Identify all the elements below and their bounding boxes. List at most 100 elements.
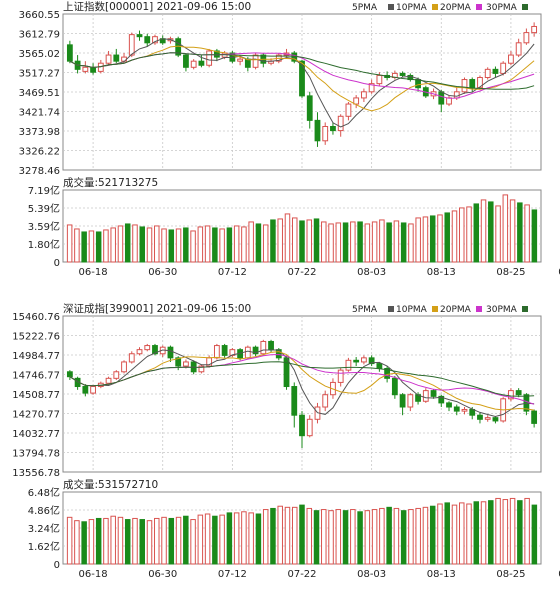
legend-label-0-3: 30PMA — [486, 3, 518, 13]
volume-bar-1-38 — [342, 510, 349, 565]
candle-body-0-18 — [206, 50, 213, 66]
candle-body-1-35 — [337, 369, 344, 383]
candle-body-0-10 — [144, 36, 151, 44]
volume-bar-0-30 — [284, 213, 291, 263]
volume-bar-0-5 — [103, 229, 109, 263]
volume-bar-0-60 — [502, 194, 509, 263]
volume-bar-0-13 — [161, 228, 167, 263]
candle-body-1-49 — [446, 402, 452, 408]
y-tick-label-1-6: 14032.77 — [12, 429, 60, 440]
volume-bar-0-9 — [132, 224, 138, 263]
volume-bar-0-7 — [117, 225, 124, 263]
volume-bar-1-17 — [190, 519, 196, 565]
volume-bar-1-26 — [255, 513, 262, 565]
candle-body-0-17 — [198, 60, 205, 66]
candle-body-0-49 — [446, 97, 452, 105]
volume-bar-0-61 — [509, 199, 516, 263]
y-tick-label-0-7: 3326.22 — [19, 147, 60, 158]
candle-body-1-11 — [152, 345, 158, 355]
volume-y-tick-1-4: 0 — [54, 560, 60, 571]
volume-bar-1-10 — [139, 519, 145, 565]
candle-body-1-10 — [144, 345, 151, 351]
volume-bar-0-46 — [400, 222, 407, 263]
volume-y-tick-0-4: 0 — [54, 258, 60, 269]
candle-body-0-0 — [66, 44, 73, 62]
candle-body-1-60 — [531, 410, 538, 424]
legend-label-0-2: 20PMA — [440, 3, 472, 13]
candle-body-0-16 — [190, 60, 197, 68]
volume-bar-0-4 — [95, 231, 102, 263]
y-tick-label-1-4: 14508.77 — [12, 390, 60, 401]
y-tick-label-0-3: 3517.27 — [19, 69, 60, 80]
candle-body-1-14 — [175, 357, 182, 367]
volume-bar-1-34 — [313, 510, 320, 565]
volume-bar-0-3 — [88, 230, 95, 263]
volume-bar-0-53 — [451, 210, 458, 263]
volume-bar-1-63 — [524, 497, 530, 565]
volume-bar-1-1 — [74, 520, 80, 565]
x-tick-label-0-7: 09-06 — [558, 267, 560, 278]
x-tick-label-1-7: 09-06 — [558, 569, 560, 580]
candle-body-1-31 — [306, 418, 313, 437]
volume-bar-0-25 — [248, 221, 254, 263]
candle-body-0-51 — [461, 79, 468, 93]
volume-bar-0-34 — [313, 218, 320, 263]
volume-bar-1-33 — [306, 507, 313, 565]
volume-bar-1-57 — [480, 501, 487, 565]
candle-body-1-6 — [113, 371, 120, 379]
y-tick-label-0-1: 3612.79 — [19, 30, 60, 41]
candle-body-1-2 — [82, 386, 89, 394]
volume-bar-0-6 — [110, 227, 116, 263]
volume-bar-0-50 — [429, 215, 436, 263]
volume-bar-0-12 — [154, 225, 160, 263]
volume-bar-0-43 — [379, 219, 385, 263]
volume-bar-0-59 — [495, 205, 501, 263]
candle-body-1-27 — [275, 349, 282, 359]
candle-body-1-15 — [183, 361, 189, 367]
volume-bar-0-21 — [219, 228, 225, 263]
volume-bar-0-39 — [350, 221, 356, 263]
candle-body-0-58 — [515, 42, 522, 56]
candle-body-0-52 — [469, 79, 476, 89]
y-tick-label-0-6: 3373.98 — [19, 127, 60, 138]
candle-body-1-30 — [299, 414, 305, 437]
volume-bar-0-64 — [531, 209, 538, 263]
candle-body-0-43 — [399, 72, 406, 76]
candle-body-0-55 — [492, 68, 499, 74]
volume-bar-0-24 — [241, 226, 247, 263]
volume-bar-1-15 — [175, 516, 182, 565]
candle-body-0-8 — [128, 34, 135, 56]
candle-body-0-45 — [415, 79, 421, 89]
volume-bar-1-13 — [161, 516, 167, 565]
volume-bar-0-10 — [139, 226, 145, 263]
volume-bar-1-3 — [88, 519, 95, 565]
volume-bar-0-44 — [386, 222, 392, 263]
volume-bar-1-58 — [488, 500, 494, 565]
ma-line-0-30 — [69, 52, 535, 90]
volume-bar-1-9 — [132, 517, 138, 565]
x-tick-label-0-0: 06-18 — [79, 267, 108, 278]
candle-body-1-53 — [477, 414, 483, 420]
y-tick-label-1-8: 13556.78 — [12, 468, 60, 479]
volume-bar-1-64 — [531, 504, 538, 565]
volume-bar-1-46 — [400, 510, 407, 565]
volume-bar-0-48 — [415, 217, 421, 263]
candle-body-0-57 — [508, 54, 514, 64]
volume-bar-0-28 — [270, 219, 276, 263]
volume-bar-0-55 — [466, 206, 472, 263]
x-tick-label-1-0: 06-18 — [79, 569, 108, 580]
volume-bar-1-19 — [204, 513, 211, 565]
volume-bar-0-58 — [488, 201, 494, 263]
candle-body-0-40 — [376, 74, 383, 85]
volume-bar-0-29 — [277, 218, 283, 263]
candle-body-0-39 — [368, 83, 375, 93]
legend-label-1-3: 30PMA — [486, 305, 518, 315]
volume-bar-0-49 — [422, 216, 429, 263]
candle-body-1-33 — [322, 394, 329, 408]
volume-bar-1-2 — [81, 521, 87, 565]
volume-bar-0-51 — [437, 214, 443, 263]
volume-bar-1-49 — [422, 506, 429, 565]
candle-body-0-23 — [244, 58, 251, 68]
legend-swatch-1-1 — [432, 306, 438, 312]
legend-swatch-1-0 — [388, 306, 394, 312]
